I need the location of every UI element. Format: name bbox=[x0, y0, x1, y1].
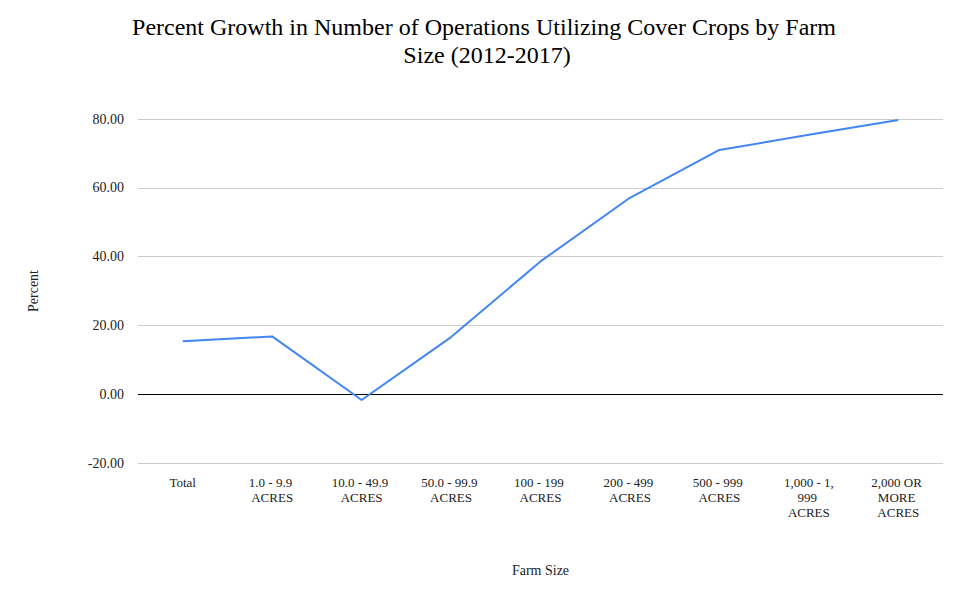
svg-text:MORE: MORE bbox=[878, 490, 919, 505]
svg-text:ACRES: ACRES bbox=[430, 490, 472, 505]
svg-text:0.00: 0.00 bbox=[100, 387, 125, 402]
svg-text:Percent Growth in Number of Op: Percent Growth in Number of Operations U… bbox=[132, 14, 842, 40]
svg-text:ACRES: ACRES bbox=[609, 490, 651, 505]
svg-text:100 - 199: 100 - 199 bbox=[514, 475, 567, 490]
svg-text:20.00: 20.00 bbox=[93, 318, 125, 333]
svg-text:60.00: 60.00 bbox=[93, 180, 125, 195]
svg-text:10.0 - 49.9: 10.0 - 49.9 bbox=[332, 475, 392, 490]
svg-text:ACRES: ACRES bbox=[698, 490, 740, 505]
svg-text:Farm Size: Farm Size bbox=[512, 563, 569, 578]
svg-text:Size (2012-2017): Size (2012-2017) bbox=[403, 42, 570, 68]
svg-text:ACRES: ACRES bbox=[520, 490, 562, 505]
svg-text:Total: Total bbox=[169, 475, 196, 490]
svg-text:ACRES: ACRES bbox=[251, 490, 293, 505]
svg-text:1.0 - 9.9: 1.0 - 9.9 bbox=[249, 475, 296, 490]
svg-text:ACRES: ACRES bbox=[341, 490, 383, 505]
svg-text:500 - 999: 500 - 999 bbox=[693, 475, 746, 490]
svg-text:50.0 - 99.9: 50.0 - 99.9 bbox=[421, 475, 481, 490]
svg-text:40.00: 40.00 bbox=[93, 249, 125, 264]
svg-text:Percent: Percent bbox=[26, 270, 41, 312]
svg-text:999: 999 bbox=[797, 490, 820, 505]
svg-text:80.00: 80.00 bbox=[93, 112, 125, 127]
svg-text:200 - 499: 200 - 499 bbox=[603, 475, 656, 490]
svg-text:-20.00: -20.00 bbox=[88, 456, 124, 471]
svg-text:1,000 - 1,: 1,000 - 1, bbox=[784, 475, 834, 490]
svg-text:ACRES: ACRES bbox=[877, 505, 919, 520]
svg-text:2,000 OR: 2,000 OR bbox=[871, 475, 925, 490]
svg-text:ACRES: ACRES bbox=[788, 505, 830, 520]
